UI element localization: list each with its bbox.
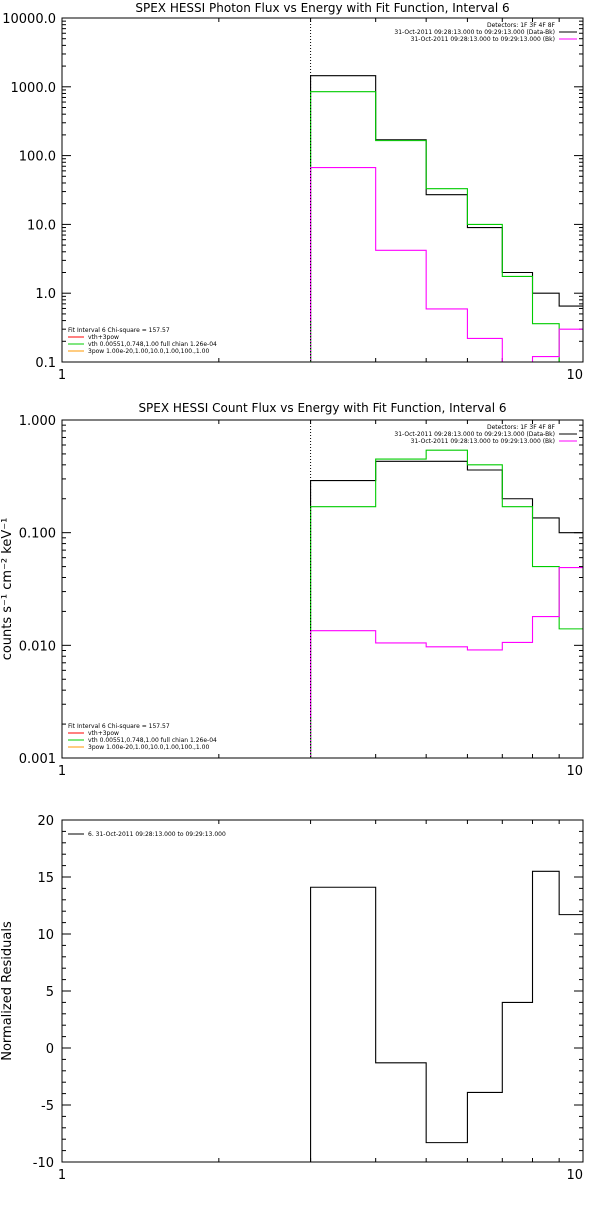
- legend-right-text: 31-Oct-2011 09:28:13.000 to 09:29:13.000…: [411, 36, 555, 43]
- x-tick-label: 10: [566, 1168, 583, 1183]
- panel-count: SPEX HESSI Count Flux vs Energy with Fit…: [0, 401, 584, 779]
- y-axis-label: Normalized Residuals: [0, 921, 15, 1061]
- y-tick-label: 0: [46, 1042, 54, 1057]
- panel-photon: SPEX HESSI Photon Flux vs Energy with Fi…: [2, 1, 584, 383]
- legend-left-text: vth+3pow: [88, 730, 119, 737]
- y-tick-label: 0.001: [19, 752, 56, 767]
- series-line-2: [310, 567, 583, 758]
- plot-frame: [61, 819, 584, 1163]
- y-tick-label: 1.0: [35, 287, 56, 302]
- panel-residuals: Normalized Residuals 1 10 -10 -5 0 5 10 15 20 6. 3…: [0, 814, 584, 1183]
- x-tick-label: 10: [566, 764, 583, 779]
- y-tick-label: 5: [46, 985, 54, 1000]
- y-tick-label: 1000.0: [11, 81, 57, 96]
- y-tick-label: 0.1: [35, 356, 56, 371]
- y-tick-label: 10: [37, 928, 54, 943]
- legend-left-text: Fit Interval 6 Chi-square = 157.57: [68, 723, 170, 730]
- legend-left-text: vth 0.00551,0.748,1.00 full chian 1.26e-…: [88, 737, 217, 744]
- series-line-1: [310, 91, 583, 362]
- y-tick-label: 15: [37, 871, 54, 886]
- chart-title: SPEX HESSI Count Flux vs Energy with Fit…: [138, 401, 506, 415]
- legend-right-text: 31-Oct-2011 09:28:13.000 to 09:29:13.000…: [394, 431, 555, 438]
- y-tick-label: -5: [41, 1099, 54, 1114]
- legend-left-text: 6. 31-Oct-2011 09:28:13.000 to 09:29:13.…: [88, 831, 226, 838]
- series-line-0: [310, 870, 583, 1162]
- y-tick-label: 1.000: [19, 414, 56, 429]
- series-line-0: [310, 460, 583, 758]
- series-line-0: [310, 75, 583, 362]
- y-tick-label: 0.100: [19, 527, 56, 542]
- legend-left-text: Fit Interval 6 Chi-square = 157.57: [68, 327, 170, 334]
- chart-title: SPEX HESSI Photon Flux vs Energy with Fi…: [135, 1, 509, 15]
- y-tick-label: 20: [37, 814, 54, 829]
- series-line-1: [310, 449, 583, 758]
- x-tick-label: 10: [566, 368, 583, 383]
- legend-right-text: 31-Oct-2011 09:28:13.000 to 09:29:13.000…: [394, 29, 555, 36]
- legend-right-text: Detectors: 1F 3F 4F 8F: [487, 22, 556, 29]
- legend-right-text: Detectors: 1F 3F 4F 8F: [487, 424, 556, 431]
- legend-right-text: 31-Oct-2011 09:28:13.000 to 09:29:13.000…: [411, 438, 555, 445]
- legend-left-text: 3pow 1.00e-20,1.00,10.0,1.00,100.,1.00: [88, 744, 209, 751]
- legend-left-text: vth+3pow: [88, 334, 119, 341]
- x-tick-label: 1: [58, 1168, 66, 1183]
- y-tick-label: 10.0: [27, 218, 56, 233]
- x-tick-label: 1: [58, 368, 66, 383]
- y-tick-label: 10000.0: [2, 12, 56, 27]
- y-axis-label: counts s⁻¹ cm⁻² keV⁻¹: [0, 518, 15, 661]
- plot-frame: [61, 17, 584, 363]
- plot-frame: [61, 419, 584, 759]
- legend-left-text: 3pow 1.00e-20,1.00,10.0,1.00,100.,1.00: [88, 348, 209, 355]
- y-tick-label: 0.010: [19, 639, 56, 654]
- y-tick-label: 100.0: [19, 150, 56, 165]
- legend-left-text: vth 0.00551,0.748,1.00 full chian 1.26e-…: [88, 341, 217, 348]
- series-line-2: [310, 167, 583, 362]
- x-tick-label: 1: [58, 764, 66, 779]
- y-tick-label: -10: [33, 1156, 54, 1171]
